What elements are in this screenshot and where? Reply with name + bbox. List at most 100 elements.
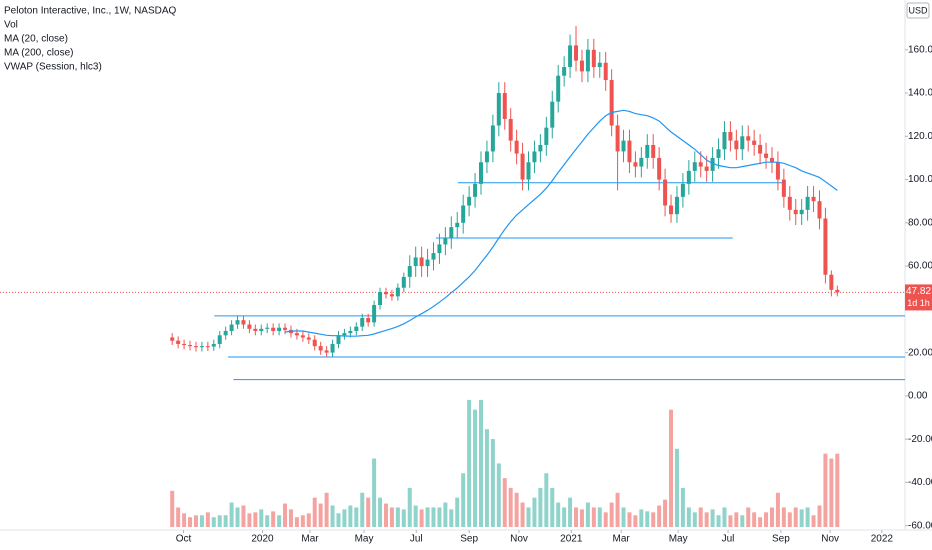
volume-bar xyxy=(769,507,774,527)
volume-bar xyxy=(568,497,573,527)
volume-bar xyxy=(342,509,347,527)
candle-body xyxy=(170,337,175,341)
candle-body xyxy=(241,320,246,325)
volume-bar xyxy=(378,497,383,527)
volume-bar xyxy=(306,513,311,527)
candle-body xyxy=(467,196,472,206)
candle-body xyxy=(283,327,288,330)
candle-body xyxy=(336,335,341,344)
candle-body xyxy=(366,318,371,323)
candle-body xyxy=(805,196,810,210)
volume-bar xyxy=(758,517,763,527)
volume-bar xyxy=(526,507,531,527)
indicator-label[interactable]: VWAP (Session, hlc3) xyxy=(4,62,102,73)
candle-body xyxy=(354,326,359,331)
candle-body xyxy=(621,140,626,152)
y-tick-label: 100.00 xyxy=(908,174,932,185)
candle-body xyxy=(657,157,662,180)
candle-body xyxy=(235,320,240,325)
volume-bar xyxy=(455,497,460,527)
volume-bar xyxy=(407,487,412,527)
candle-body xyxy=(775,162,780,180)
candle-body xyxy=(568,45,573,68)
volume-bar xyxy=(799,509,804,527)
candle-body xyxy=(829,274,834,290)
x-tick-label: Nov xyxy=(510,534,528,545)
candle-body xyxy=(211,343,216,347)
candle-body xyxy=(508,118,513,141)
candle-body xyxy=(651,144,656,158)
volume-bar xyxy=(698,507,703,527)
candle-body xyxy=(811,196,816,202)
indicator-label[interactable]: MA (200, close) xyxy=(4,48,73,59)
candle-body xyxy=(389,294,394,297)
moving-average-line xyxy=(284,109,838,337)
x-tick-label: Mar xyxy=(613,534,631,545)
x-tick-label: Sep xyxy=(460,534,478,545)
volume-bar xyxy=(603,512,608,527)
volume-bar xyxy=(615,492,620,527)
volume-bar xyxy=(389,507,394,527)
candle-body xyxy=(425,259,430,267)
candle-body xyxy=(692,162,697,171)
volume-bar xyxy=(633,515,638,527)
last-price-label: 47.82 xyxy=(906,286,931,297)
volume-bar xyxy=(419,509,424,527)
candle-body xyxy=(674,196,679,215)
volume-bar xyxy=(496,463,501,527)
volume-bar xyxy=(211,517,216,527)
candle-body xyxy=(490,125,495,152)
volume-bar xyxy=(829,458,834,527)
currency-label: USD xyxy=(908,5,928,15)
candle-body xyxy=(609,80,614,126)
volume-bar xyxy=(443,502,448,527)
candle-body xyxy=(324,350,329,353)
volume-bar xyxy=(300,515,305,527)
candle-body xyxy=(461,205,466,223)
indicator-label[interactable]: Vol xyxy=(4,20,18,31)
y-tick-label: 20.00 xyxy=(908,347,932,358)
indicator-label[interactable]: MA (20, close) xyxy=(4,34,68,45)
candle-body xyxy=(443,237,448,245)
candle-body xyxy=(734,140,739,150)
candle-body xyxy=(835,289,840,293)
volume-bar xyxy=(330,505,335,527)
candle-body xyxy=(526,162,531,180)
candle-body xyxy=(799,209,804,215)
candle-body xyxy=(669,205,674,215)
candle-body xyxy=(686,170,691,184)
volume-bar xyxy=(449,509,454,527)
y-tick-label: 120.00 xyxy=(908,131,932,142)
volume-bar xyxy=(437,507,442,527)
volume-bar xyxy=(710,509,715,527)
volume-bar xyxy=(235,507,240,527)
volume-bar xyxy=(247,513,252,527)
candle-body xyxy=(342,333,347,336)
volume-bar xyxy=(324,492,329,527)
candle-body xyxy=(360,318,365,327)
candle-body xyxy=(205,346,210,348)
candle-body xyxy=(520,153,525,180)
candle-body xyxy=(579,60,584,72)
candle-body xyxy=(318,346,323,351)
volume-bar xyxy=(354,507,359,527)
candle-body xyxy=(401,276,406,288)
volume-bar xyxy=(574,507,579,527)
currency-badge[interactable] xyxy=(906,2,930,19)
candle-body xyxy=(176,340,181,344)
candle-body xyxy=(188,345,193,347)
candle-body xyxy=(645,144,650,158)
candle-body xyxy=(431,253,436,260)
candle-body xyxy=(199,346,204,348)
candle-body xyxy=(182,343,187,346)
candle-body xyxy=(633,162,638,167)
x-tick-label: 2021 xyxy=(560,534,583,545)
volume-bar xyxy=(176,507,181,527)
y-tick-label: 0.00 xyxy=(908,391,928,402)
volume-bar xyxy=(585,502,590,527)
candle-body xyxy=(217,335,222,344)
candle-body xyxy=(306,337,311,340)
candle-body xyxy=(639,157,644,167)
